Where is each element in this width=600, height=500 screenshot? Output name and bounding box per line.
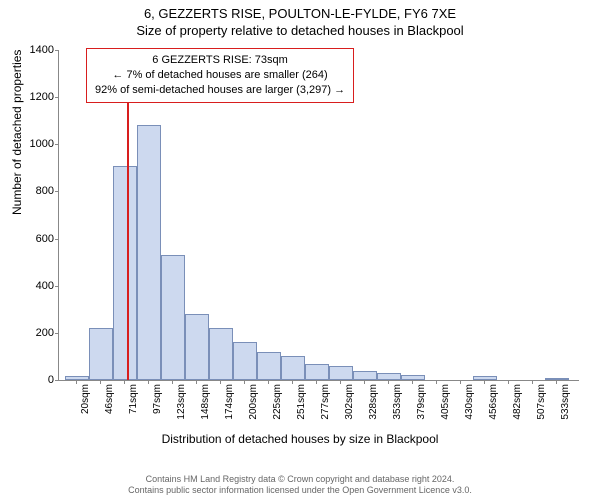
x-tick-label: 123sqm [176, 384, 187, 420]
histogram-bar [329, 366, 353, 380]
x-tick-label: 353sqm [392, 384, 403, 420]
x-tick-label: 405sqm [440, 384, 451, 420]
x-tick-label: 482sqm [512, 384, 523, 420]
histogram-bar [281, 356, 305, 380]
histogram-bar [137, 125, 161, 380]
page-title: 6, GEZZERTS RISE, POULTON-LE-FYLDE, FY6 … [0, 6, 600, 21]
histogram-bar [257, 352, 281, 380]
annotation-line2: ← 7% of detached houses are smaller (264… [95, 68, 345, 83]
x-tick-mark [508, 380, 509, 384]
histogram-bar [545, 378, 569, 380]
y-tick-mark [55, 50, 59, 51]
x-tick-mark [268, 380, 269, 384]
histogram-bar [353, 371, 377, 380]
x-tick-mark [148, 380, 149, 384]
x-tick-mark [76, 380, 77, 384]
x-tick-mark [484, 380, 485, 384]
x-tick-label: 251sqm [296, 384, 307, 420]
annotation-line1: 6 GEZZERTS RISE: 73sqm [95, 53, 345, 68]
x-tick-label: 148sqm [200, 384, 211, 420]
x-tick-mark [100, 380, 101, 384]
y-tick-mark [55, 380, 59, 381]
y-tick-label: 1200 [20, 91, 54, 103]
footer-line1: Contains HM Land Registry data © Crown c… [0, 474, 600, 485]
histogram-bar [473, 376, 497, 380]
x-tick-mark [556, 380, 557, 384]
x-tick-mark [196, 380, 197, 384]
y-tick-label: 1000 [20, 138, 54, 150]
x-tick-label: 20sqm [80, 384, 91, 414]
x-tick-mark [220, 380, 221, 384]
annotation-line3: 92% of semi-detached houses are larger (… [95, 83, 345, 98]
y-tick-mark [55, 97, 59, 98]
x-tick-mark [412, 380, 413, 384]
x-tick-mark [460, 380, 461, 384]
y-tick-label: 0 [20, 374, 54, 386]
x-tick-label: 533sqm [560, 384, 571, 420]
x-tick-mark [436, 380, 437, 384]
x-tick-mark [532, 380, 533, 384]
histogram-bar [305, 364, 329, 381]
x-tick-mark [172, 380, 173, 384]
histogram-bar [401, 375, 425, 380]
chart-area: 020040060080010001200140020sqm46sqm71sqm… [58, 50, 578, 420]
histogram-bar [161, 255, 185, 380]
page-subtitle: Size of property relative to detached ho… [0, 23, 600, 38]
x-tick-label: 225sqm [272, 384, 283, 420]
x-tick-mark [364, 380, 365, 384]
y-tick-label: 600 [20, 233, 54, 245]
x-tick-label: 430sqm [464, 384, 475, 420]
x-tick-label: 456sqm [488, 384, 499, 420]
y-tick-mark [55, 286, 59, 287]
y-tick-mark [55, 239, 59, 240]
x-tick-mark [316, 380, 317, 384]
x-tick-mark [340, 380, 341, 384]
histogram-bar [89, 328, 113, 380]
annotation-box: 6 GEZZERTS RISE: 73sqm ← 7% of detached … [86, 48, 354, 103]
x-tick-mark [292, 380, 293, 384]
x-tick-label: 277sqm [320, 384, 331, 420]
footer: Contains HM Land Registry data © Crown c… [0, 474, 600, 497]
x-tick-label: 71sqm [128, 384, 139, 414]
x-axis-label: Distribution of detached houses by size … [0, 432, 600, 446]
x-tick-label: 302sqm [344, 384, 355, 420]
histogram-bar [209, 328, 233, 380]
x-tick-mark [388, 380, 389, 384]
histogram-bar [113, 166, 137, 381]
x-tick-label: 97sqm [152, 384, 163, 414]
y-tick-mark [55, 191, 59, 192]
x-tick-label: 328sqm [368, 384, 379, 420]
histogram-bar [185, 314, 209, 380]
x-tick-mark [244, 380, 245, 384]
footer-line2: Contains public sector information licen… [0, 485, 600, 496]
histogram-bar [65, 376, 89, 380]
x-tick-label: 507sqm [536, 384, 547, 420]
y-tick-mark [55, 144, 59, 145]
y-tick-mark [55, 333, 59, 334]
x-tick-label: 379sqm [416, 384, 427, 420]
y-tick-label: 800 [20, 185, 54, 197]
y-tick-label: 400 [20, 280, 54, 292]
y-tick-label: 200 [20, 327, 54, 339]
x-tick-mark [124, 380, 125, 384]
histogram-bar [233, 342, 257, 380]
x-tick-label: 46sqm [104, 384, 115, 414]
x-tick-label: 174sqm [224, 384, 235, 420]
y-tick-label: 1400 [20, 44, 54, 56]
x-tick-label: 200sqm [248, 384, 259, 420]
histogram-bar [377, 373, 401, 380]
